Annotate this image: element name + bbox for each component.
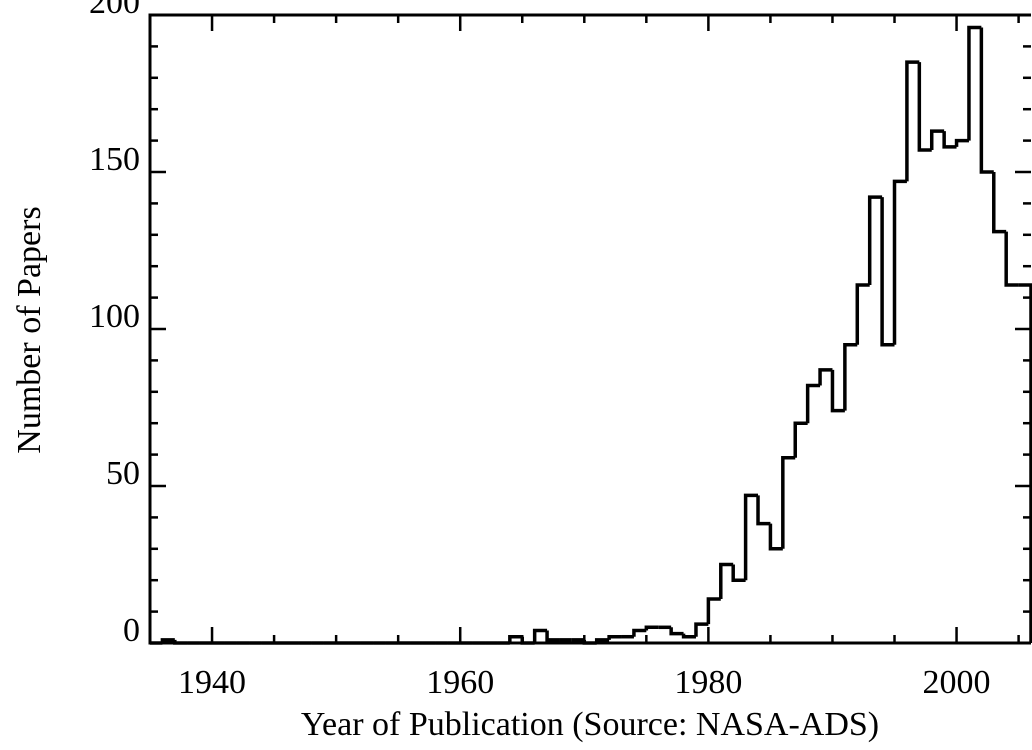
histogram-bin <box>706 597 721 625</box>
histogram-bin <box>867 195 883 286</box>
histogram-bin <box>508 634 523 643</box>
histogram-bin <box>843 342 858 411</box>
histogram-bin <box>880 197 895 347</box>
histogram-bin <box>979 27 994 174</box>
histogram-bin <box>731 564 746 582</box>
histogram-bin <box>632 628 647 637</box>
y-tick-label: 0 <box>123 612 140 649</box>
histogram-bin <box>830 369 845 413</box>
histogram-bin <box>532 628 548 643</box>
histogram-bin <box>768 523 783 551</box>
histogram-bin <box>967 25 982 141</box>
histogram-bin <box>793 421 808 458</box>
x-tick-label: 1980 <box>674 664 742 701</box>
axes-frame <box>148 13 1031 645</box>
x-axis-title: Year of Publication (Source: NASA-ADS) <box>301 706 879 743</box>
histogram-bin <box>743 493 759 581</box>
histogram-bin <box>781 455 796 549</box>
y-axis-title: Number of Papers <box>11 206 48 453</box>
x-tick-label: 1940 <box>178 664 246 701</box>
histogram-bin <box>954 138 969 147</box>
x-tick-label: 1960 <box>426 664 494 701</box>
histogram-bin <box>818 368 833 386</box>
histogram-bin <box>756 495 771 526</box>
histogram-bin <box>520 636 535 645</box>
x-tick-label: 2000 <box>923 664 991 701</box>
histogram-bin <box>694 622 709 637</box>
y-tick-label: 100 <box>89 298 140 335</box>
histogram-bin <box>607 634 622 640</box>
histogram-bin <box>905 60 920 182</box>
histogram-bin <box>545 630 560 642</box>
histogram-bin <box>173 639 188 645</box>
histogram-bin <box>582 639 597 645</box>
y-tick-label: 200 <box>89 0 140 21</box>
histogram-bin <box>719 562 734 600</box>
histogram-bin <box>644 625 659 631</box>
histogram-bin <box>1018 283 1032 643</box>
histogram-bin <box>805 383 821 424</box>
histogram-bin <box>160 638 175 643</box>
histogram-bin <box>917 62 932 152</box>
histogram-bin <box>942 131 957 149</box>
histogram-bin <box>855 283 870 345</box>
histogram-bin <box>892 179 907 345</box>
y-tick-label: 150 <box>89 141 140 178</box>
y-tick-label: 50 <box>106 455 140 492</box>
histogram-bin <box>681 633 696 639</box>
histogram-bin <box>929 129 945 151</box>
histogram-bin <box>669 627 684 636</box>
histogram-bin <box>1004 231 1019 287</box>
histogram-bin <box>594 638 610 643</box>
histogram-bin <box>992 172 1007 234</box>
